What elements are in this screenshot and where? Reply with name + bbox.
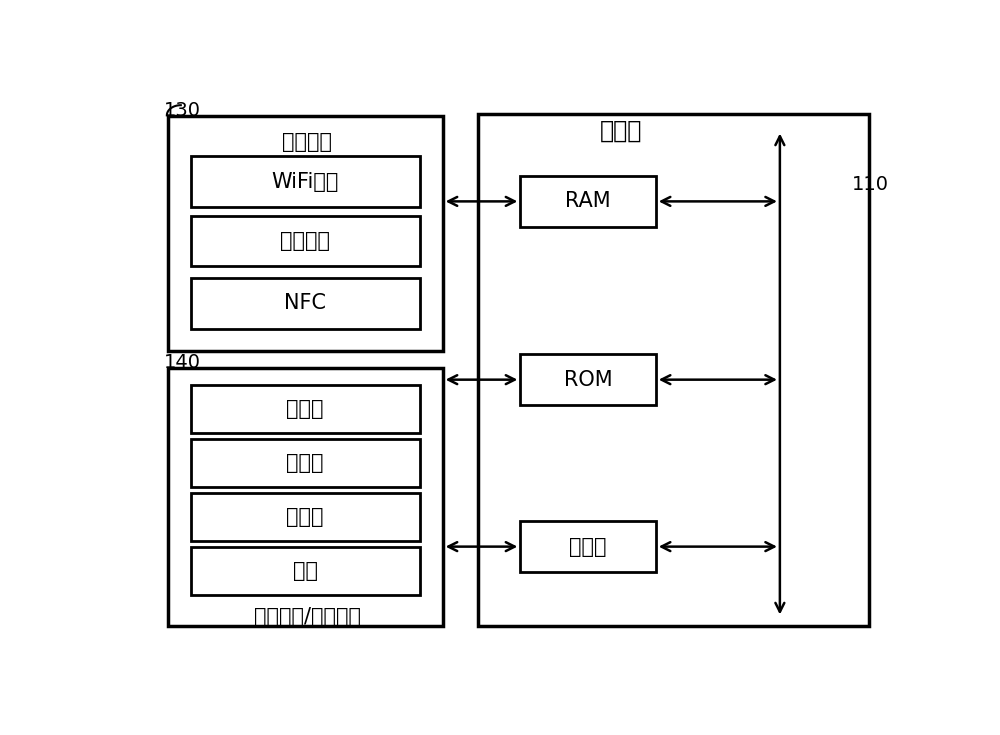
Text: 触摸板: 触摸板 (286, 453, 324, 473)
Bar (478, 114, 869, 626)
Bar (191, 493, 420, 541)
Text: 传感器: 传感器 (286, 507, 324, 527)
Bar (191, 439, 420, 487)
Text: NFC: NFC (284, 293, 326, 313)
Text: 130: 130 (164, 101, 201, 121)
Text: 140: 140 (164, 354, 201, 372)
Bar (520, 176, 656, 227)
Text: WiFi芯片: WiFi芯片 (272, 171, 339, 192)
Bar (191, 278, 420, 329)
Bar (191, 385, 420, 434)
Bar (520, 521, 656, 572)
Text: 用户输入/输出接口: 用户输入/输出接口 (254, 607, 361, 628)
Text: 110: 110 (851, 175, 888, 194)
Bar (191, 547, 420, 595)
Bar (191, 156, 420, 207)
Bar (168, 117, 443, 351)
Text: ROM: ROM (564, 370, 612, 390)
Text: 麦克风: 麦克风 (286, 399, 324, 420)
Bar (520, 354, 656, 405)
Text: 处理器: 处理器 (569, 537, 607, 556)
Bar (168, 368, 443, 626)
Text: RAM: RAM (565, 191, 611, 212)
Bar (191, 215, 420, 267)
Text: 蓝牙模块: 蓝牙模块 (280, 231, 330, 251)
Text: 按键: 按键 (293, 561, 318, 581)
Text: 控制器: 控制器 (600, 118, 642, 143)
Text: 通信接口: 通信接口 (282, 132, 332, 152)
